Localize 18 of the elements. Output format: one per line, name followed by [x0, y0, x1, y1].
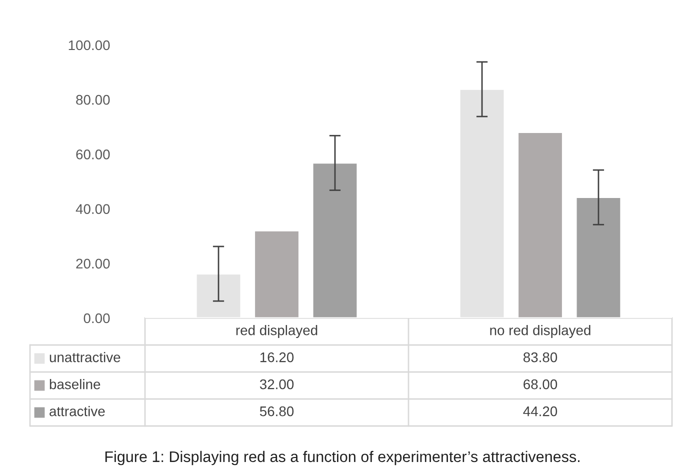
- legend-label: unattractive: [50, 352, 120, 362]
- x-tick-label: red displayed: [236, 325, 318, 338]
- legend-label: baseline: [50, 379, 100, 390]
- data-label: 68.00: [524, 379, 558, 390]
- legend-label: attractive: [50, 406, 105, 416]
- data-label: 56.80: [260, 406, 294, 416]
- y-tick-label: 100.00: [68, 40, 110, 50]
- y-tick-label: 20.00: [76, 258, 110, 269]
- caption: Figure 1: Displaying red as a function of experimenter’s attractiveness.: [105, 450, 580, 466]
- data-label: 16.20: [260, 352, 294, 362]
- y-tick-label: 60.00: [76, 150, 110, 160]
- data-label: 32.00: [260, 379, 294, 390]
- x-tick-label: no red displayed: [490, 325, 590, 338]
- y-tick-label: 80.00: [76, 94, 110, 105]
- y-tick-label: 40.00: [76, 204, 110, 214]
- y-tick-label: 0.00: [84, 313, 110, 324]
- data-label: 83.80: [523, 352, 558, 362]
- data-label: 44.20: [523, 406, 558, 416]
